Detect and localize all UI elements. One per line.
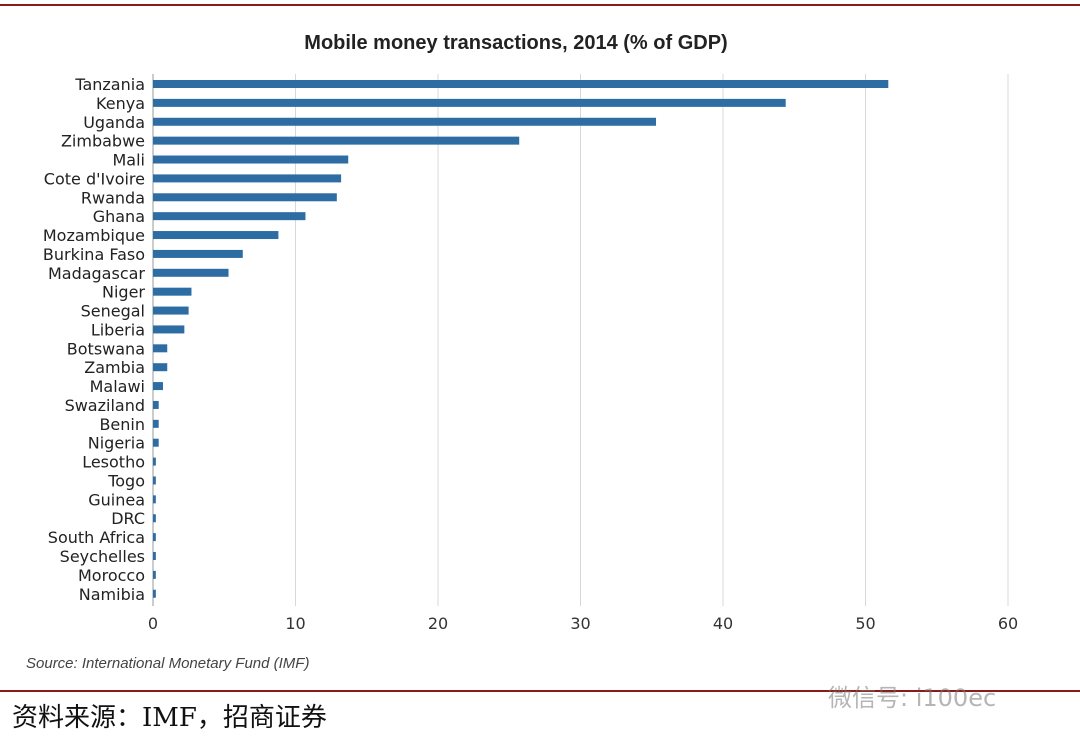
bar <box>153 155 349 164</box>
bar <box>153 136 520 145</box>
category-label: Tanzania <box>74 75 145 94</box>
bar <box>153 212 306 221</box>
x-tick-label: 30 <box>570 614 590 633</box>
category-label: Niger <box>102 283 145 302</box>
bar <box>153 325 185 334</box>
category-label: Rwanda <box>81 188 145 207</box>
bar <box>153 457 156 466</box>
category-label: Namibia <box>79 585 145 604</box>
bar <box>153 98 786 107</box>
category-label: Nigeria <box>88 434 145 453</box>
top-rule <box>0 4 1080 6</box>
category-label: South Africa <box>48 528 145 547</box>
bar <box>153 570 156 579</box>
bar <box>153 249 243 258</box>
bottom-rule <box>0 690 1080 692</box>
category-label: Guinea <box>88 490 145 509</box>
caption: 资料来源：IMF，招商证券 <box>12 703 327 733</box>
category-label: Ghana <box>93 207 145 226</box>
source-note: Source: International Monetary Fund (IMF… <box>26 655 310 672</box>
watermark: 微信号: i100ec <box>828 684 997 712</box>
bar <box>153 306 189 315</box>
category-label: Zambia <box>84 358 145 377</box>
bar-chart: Mobile money transactions, 2014 (% of GD… <box>43 32 1018 633</box>
bar <box>153 552 156 560</box>
chart-title: Mobile money transactions, 2014 (% of GD… <box>304 32 727 54</box>
x-tick-label: 40 <box>713 614 733 633</box>
bar <box>153 231 279 240</box>
category-label: Cote d'Ivoire <box>44 169 145 188</box>
bar <box>153 382 163 391</box>
category-label: Botswana <box>67 339 145 358</box>
category-label: Benin <box>99 415 145 434</box>
x-tick-label: 10 <box>285 614 305 633</box>
category-label: Zimbabwe <box>61 132 145 151</box>
bar <box>153 438 159 447</box>
bar <box>153 193 337 202</box>
category-label: Liberia <box>91 320 145 339</box>
bar <box>153 363 168 372</box>
bar <box>153 344 168 353</box>
category-label: Togo <box>107 471 145 490</box>
category-label: Seychelles <box>60 547 145 566</box>
bar <box>153 80 889 88</box>
bar <box>153 514 156 523</box>
bar <box>153 268 229 277</box>
bar <box>153 400 159 409</box>
category-label: Malawi <box>90 377 145 396</box>
bar <box>153 419 159 428</box>
x-tick-label: 0 <box>148 614 158 633</box>
x-tick-label: 60 <box>998 614 1018 633</box>
category-label: Uganda <box>83 113 145 132</box>
bar <box>153 495 156 504</box>
category-label: Mali <box>113 151 146 170</box>
category-label: Morocco <box>78 566 145 585</box>
grid-lines <box>152 74 1009 606</box>
bar <box>153 589 156 598</box>
x-tick-labels: 0 10 20 30 40 50 60 <box>148 614 1018 633</box>
x-tick-label: 20 <box>428 614 448 633</box>
bar <box>153 533 156 542</box>
category-label: Burkina Faso <box>43 245 145 264</box>
bar <box>153 476 156 485</box>
category-label: Lesotho <box>82 453 145 472</box>
bar <box>153 117 657 126</box>
bar <box>153 287 192 296</box>
category-label: Mozambique <box>43 226 145 245</box>
bar <box>153 174 342 183</box>
category-label: Kenya <box>96 94 145 113</box>
category-label: Swaziland <box>65 396 145 415</box>
category-label: DRC <box>111 509 145 528</box>
category-label: Senegal <box>81 302 145 321</box>
category-label: Madagascar <box>48 264 145 283</box>
bars <box>153 80 889 598</box>
x-tick-label: 50 <box>855 614 875 633</box>
